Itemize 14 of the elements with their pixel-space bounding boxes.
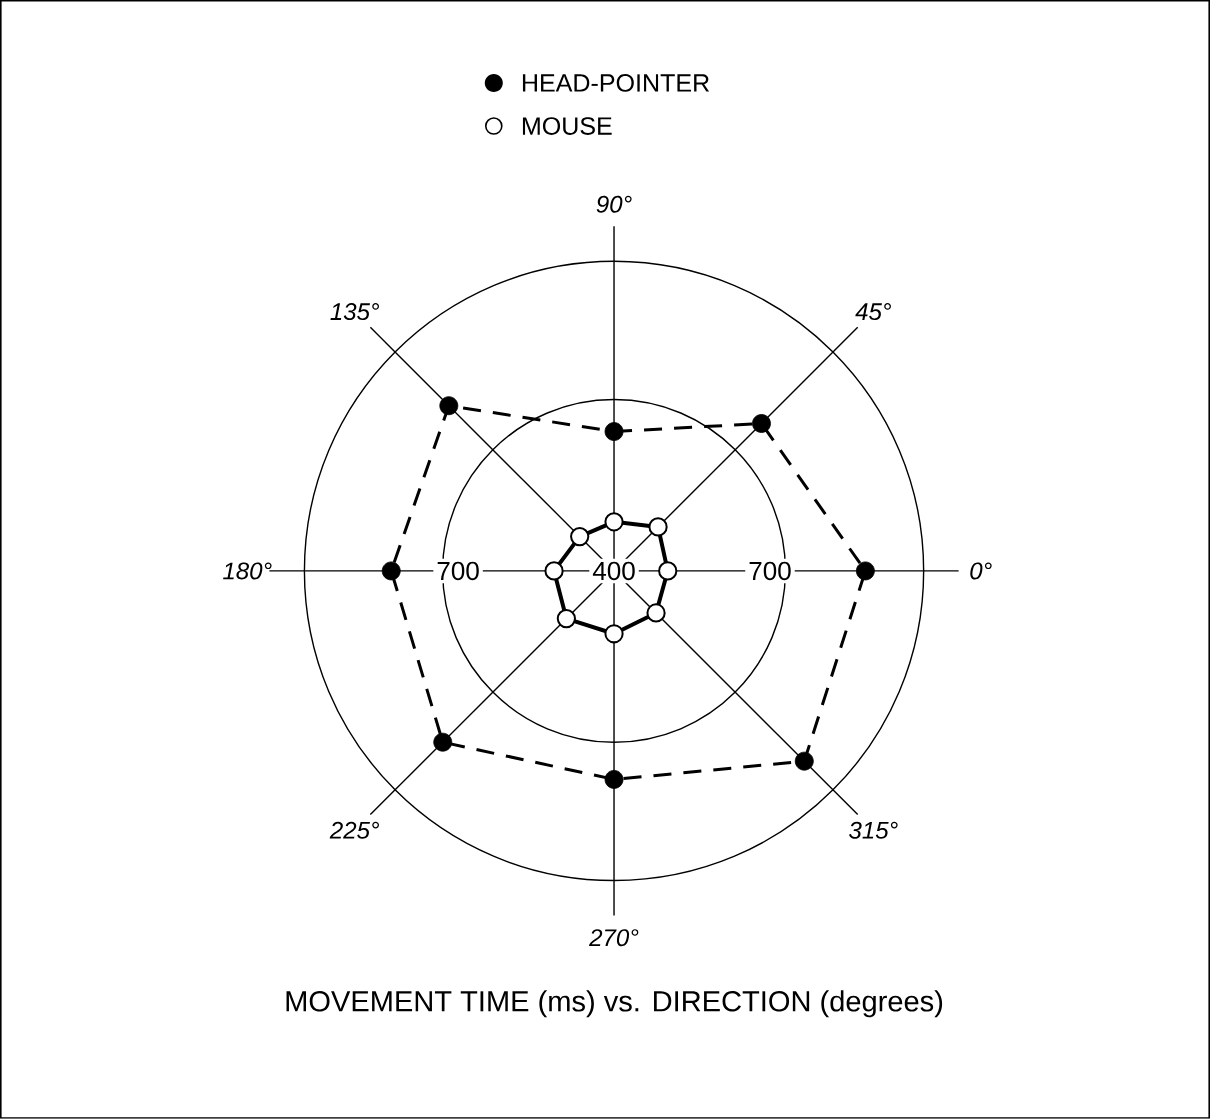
y-tick-label: 700 [749, 561, 791, 581]
y-tick-label: 400 [592, 561, 635, 581]
spoke-label: 0° [970, 562, 992, 580]
legend-label: MOUSE [522, 117, 612, 135]
spoke-label: 180° [223, 562, 272, 580]
spoke-label: 270° [589, 929, 639, 947]
spoke-label: 90° [596, 195, 632, 213]
y-tick-label: 700 [437, 561, 479, 581]
spoke-label: 45° [855, 303, 891, 321]
text: MOVEMENT TIME (ms) vs. DIRECTION (degrees) [286, 990, 943, 1018]
spoke-label: 135° [330, 303, 380, 321]
legend-label: HEAD-POINTER [522, 74, 710, 92]
spoke-label: 315° [849, 821, 898, 839]
spoke-label: 225° [329, 821, 380, 839]
